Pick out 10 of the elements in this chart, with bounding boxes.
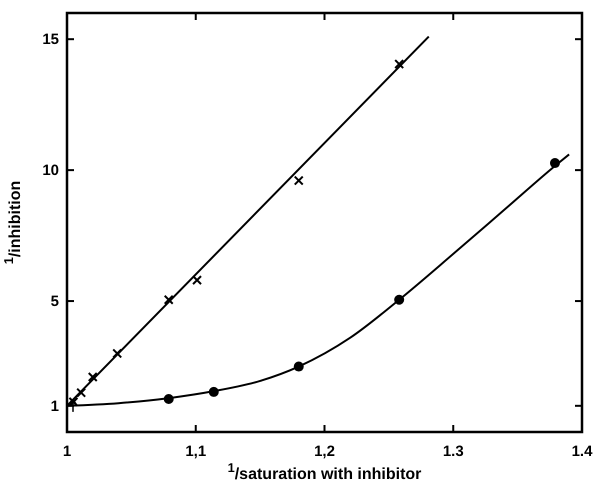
x-tick-label: 1	[62, 443, 72, 460]
y-tick-label: 1	[50, 398, 59, 415]
x-tick-label: 1,1	[185, 443, 206, 460]
x-tick-label: 1.3	[442, 443, 464, 460]
x-axis-title: $^{1}$/saturation with inhibitor	[228, 460, 422, 483]
x-tick-label: 1,2	[314, 443, 335, 460]
y-tick-label: 10	[42, 162, 59, 180]
y-tick-label: 5	[50, 293, 59, 310]
y-tick-label: 15	[42, 31, 59, 48]
x-tick-label: 1.4	[572, 443, 594, 460]
